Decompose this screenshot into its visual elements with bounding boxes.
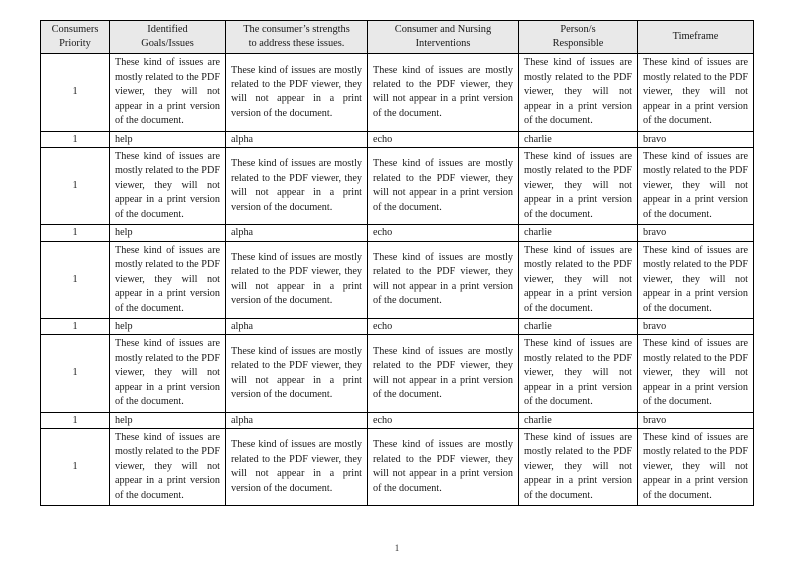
cell-persons-responsible: charlie bbox=[518, 318, 638, 336]
cell-persons-responsible: charlie bbox=[518, 130, 638, 148]
cell-consumers-priority: 1 bbox=[40, 240, 110, 320]
table-row: 1 These kind of issues are mostly related… bbox=[40, 53, 754, 132]
column-header-line1: The consumer’s strengths bbox=[243, 24, 350, 35]
cell-consumer-and-nursing-interventions: These kind of issues are mostly related … bbox=[367, 427, 519, 507]
cell-consumers-priority: 1 bbox=[40, 130, 110, 148]
cell-identified-goals-issues: help bbox=[109, 130, 226, 148]
cell-consumer-and-nursing-interventions: echo bbox=[367, 130, 519, 148]
cell-consumers-priority: 1 bbox=[40, 53, 110, 132]
page-number: 1 bbox=[394, 543, 400, 553]
cell-consumer-strengths: alpha bbox=[225, 411, 368, 429]
column-header-persons-responsible: Person/s Responsible bbox=[518, 19, 638, 55]
cell-persons-responsible: These kind of issues are mostly related … bbox=[518, 334, 638, 413]
column-header-line2: to address these issues. bbox=[248, 38, 345, 50]
cell-identified-goals-issues: These kind of issues are mostly related … bbox=[109, 146, 226, 226]
cell-consumer-and-nursing-interventions: These kind of issues are mostly related … bbox=[367, 53, 519, 132]
table-header-row: Consumers Priority Identified Goals/Issu… bbox=[40, 19, 754, 55]
cell-consumers-priority: 1 bbox=[40, 146, 110, 226]
column-header-consumer-and-nursing-interventions: Consumer and Nursing Interventions bbox=[367, 19, 519, 55]
cell-consumers-priority: 1 bbox=[40, 224, 110, 242]
cell-consumer-strengths: These kind of issues are mostly related … bbox=[225, 53, 368, 132]
cell-consumer-and-nursing-interventions: These kind of issues are mostly related … bbox=[367, 146, 519, 226]
column-header-line1: Timeframe bbox=[672, 31, 719, 43]
table-row: 1 help alpha echo charlie bravo bbox=[40, 224, 754, 242]
cell-timeframe: These kind of issues are mostly related … bbox=[637, 146, 754, 226]
cell-consumers-priority: 1 bbox=[40, 334, 110, 413]
column-header-identified-goals-issues: Identified Goals/Issues bbox=[109, 19, 226, 55]
table-row: 1 These kind of issues are mostly related… bbox=[40, 427, 754, 507]
table-row: 1 help alpha echo charlie bravo bbox=[40, 130, 754, 148]
cell-consumer-strengths: alpha bbox=[225, 224, 368, 242]
cell-identified-goals-issues: These kind of issues are mostly related … bbox=[109, 240, 226, 320]
cell-timeframe: bravo bbox=[637, 411, 754, 429]
column-header-line2: Priority bbox=[59, 38, 91, 50]
cell-consumers-priority: 1 bbox=[40, 318, 110, 336]
cell-persons-responsible: These kind of issues are mostly related … bbox=[518, 240, 638, 320]
cell-timeframe: bravo bbox=[637, 318, 754, 336]
column-header-line1: Consumers bbox=[51, 24, 99, 35]
column-header-consumers-priority: Consumers Priority bbox=[40, 19, 110, 55]
cell-timeframe: These kind of issues are mostly related … bbox=[637, 334, 754, 413]
cell-consumer-strengths: These kind of issues are mostly related … bbox=[225, 334, 368, 413]
table-header: Consumers Priority Identified Goals/Issu… bbox=[40, 19, 754, 55]
column-header-line1: Person/s bbox=[560, 24, 596, 35]
cell-persons-responsible: These kind of issues are mostly related … bbox=[518, 53, 638, 132]
cell-consumer-and-nursing-interventions: These kind of issues are mostly related … bbox=[367, 334, 519, 413]
cell-consumer-and-nursing-interventions: echo bbox=[367, 224, 519, 242]
column-header-line1: Identified bbox=[147, 24, 188, 35]
cell-persons-responsible: charlie bbox=[518, 411, 638, 429]
cell-consumers-priority: 1 bbox=[40, 411, 110, 429]
cell-identified-goals-issues: These kind of issues are mostly related … bbox=[109, 334, 226, 413]
table-row: 1 help alpha echo charlie bravo bbox=[40, 318, 754, 336]
cell-persons-responsible: These kind of issues are mostly related … bbox=[518, 146, 638, 226]
cell-consumer-strengths: These kind of issues are mostly related … bbox=[225, 427, 368, 507]
table-row: 1 These kind of issues are mostly related… bbox=[40, 240, 754, 320]
table-row: 1 help alpha echo charlie bravo bbox=[40, 411, 754, 429]
column-header-line2: Responsible bbox=[552, 38, 604, 50]
cell-persons-responsible: These kind of issues are mostly related … bbox=[518, 427, 638, 507]
care-plan-table: Consumers Priority Identified Goals/Issu… bbox=[40, 19, 754, 507]
column-header-line2: Interventions bbox=[415, 38, 471, 50]
cell-consumer-strengths: These kind of issues are mostly related … bbox=[225, 146, 368, 226]
cell-consumer-strengths: alpha bbox=[225, 130, 368, 148]
table-body: 1 These kind of issues are mostly related… bbox=[40, 53, 754, 507]
cell-identified-goals-issues: These kind of issues are mostly related … bbox=[109, 53, 226, 132]
cell-persons-responsible: charlie bbox=[518, 224, 638, 242]
column-header-consumer-strengths: The consumer’s strengths to address thes… bbox=[225, 19, 368, 55]
cell-timeframe: These kind of issues are mostly related … bbox=[637, 240, 754, 320]
cell-consumer-and-nursing-interventions: echo bbox=[367, 411, 519, 429]
cell-timeframe: bravo bbox=[637, 224, 754, 242]
cell-timeframe: These kind of issues are mostly related … bbox=[637, 53, 754, 132]
cell-identified-goals-issues: help bbox=[109, 224, 226, 242]
cell-identified-goals-issues: These kind of issues are mostly related … bbox=[109, 427, 226, 507]
column-header-line1: Consumer and Nursing bbox=[394, 24, 492, 35]
cell-consumer-and-nursing-interventions: echo bbox=[367, 318, 519, 336]
column-header-timeframe: Timeframe bbox=[637, 19, 754, 55]
table-row: 1 These kind of issues are mostly related… bbox=[40, 334, 754, 413]
table-row: 1 These kind of issues are mostly related… bbox=[40, 146, 754, 226]
cell-identified-goals-issues: help bbox=[109, 318, 226, 336]
cell-consumers-priority: 1 bbox=[40, 427, 110, 507]
column-header-line2: Goals/Issues bbox=[141, 38, 194, 50]
cell-consumer-strengths: alpha bbox=[225, 318, 368, 336]
cell-consumer-strengths: These kind of issues are mostly related … bbox=[225, 240, 368, 320]
cell-timeframe: bravo bbox=[637, 130, 754, 148]
cell-consumer-and-nursing-interventions: These kind of issues are mostly related … bbox=[367, 240, 519, 320]
cell-identified-goals-issues: help bbox=[109, 411, 226, 429]
cell-timeframe: These kind of issues are mostly related … bbox=[637, 427, 754, 507]
